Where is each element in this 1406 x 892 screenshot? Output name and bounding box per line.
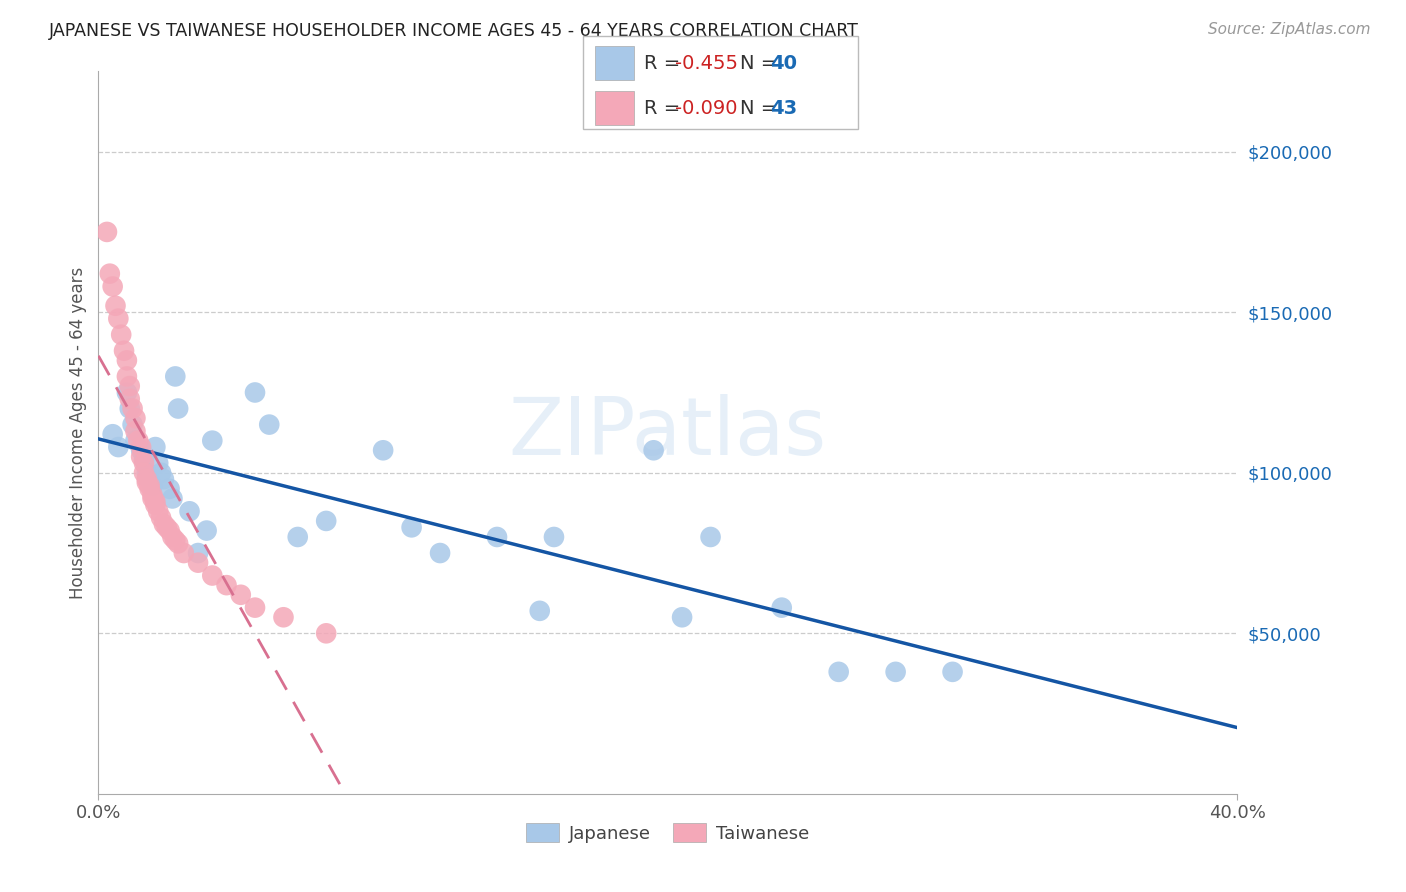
Point [121, 401, 143, 416]
Point [159, 482, 181, 496]
Point [118, 401, 141, 416]
Point [145, 440, 167, 454]
Point [118, 392, 141, 406]
Text: ZIPatlas: ZIPatlas [509, 393, 827, 472]
Point [165, 369, 187, 384]
Point [315, 514, 337, 528]
Point [115, 353, 138, 368]
Point [129, 440, 152, 454]
Point [129, 443, 152, 458]
Text: -0.090: -0.090 [675, 99, 737, 119]
Point [215, 578, 238, 592]
Point [429, 546, 451, 560]
Point [165, 533, 187, 548]
Point [315, 626, 337, 640]
Text: JAPANESE VS TAIWANESE HOUSEHOLDER INCOME AGES 45 - 64 YEARS CORRELATION CHART: JAPANESE VS TAIWANESE HOUSEHOLDER INCOME… [49, 22, 859, 40]
Point [115, 385, 138, 400]
Point [135, 466, 157, 480]
Point [153, 517, 176, 532]
Point [167, 401, 190, 416]
Text: 43: 43 [770, 99, 797, 119]
Point [162, 491, 184, 506]
Text: N =: N = [740, 99, 783, 119]
Text: R =: R = [644, 99, 686, 119]
Point [141, 488, 163, 502]
Point [98, 267, 121, 281]
Point [828, 665, 851, 679]
Point [643, 443, 665, 458]
Point [96, 225, 118, 239]
Point [132, 453, 155, 467]
Point [138, 482, 160, 496]
Point [243, 385, 266, 400]
Point [287, 530, 309, 544]
Point [145, 498, 167, 512]
Point [112, 343, 135, 358]
Point [162, 530, 184, 544]
Text: -0.455: -0.455 [675, 54, 738, 73]
Point [187, 556, 209, 570]
Point [243, 600, 266, 615]
Point [201, 568, 224, 582]
Point [156, 520, 179, 534]
Point [259, 417, 281, 432]
Point [159, 524, 181, 538]
Point [148, 456, 170, 470]
Legend: Japanese, Taiwanese: Japanese, Taiwanese [519, 816, 817, 850]
Point [127, 434, 149, 448]
Point [150, 510, 173, 524]
Point [173, 546, 195, 560]
Point [401, 520, 423, 534]
Point [273, 610, 295, 624]
Point [167, 536, 190, 550]
Point [107, 311, 129, 326]
Point [373, 443, 395, 458]
Point [884, 665, 907, 679]
Point [150, 466, 173, 480]
Point [153, 472, 176, 486]
Point [141, 478, 163, 492]
Point [671, 610, 693, 624]
Point [124, 434, 146, 448]
Point [699, 530, 721, 544]
Point [135, 472, 157, 486]
Point [118, 379, 141, 393]
Point [104, 299, 127, 313]
Point [141, 491, 163, 506]
Point [229, 588, 252, 602]
Point [138, 478, 160, 492]
Point [148, 504, 170, 518]
Point [543, 530, 565, 544]
Point [132, 466, 155, 480]
Y-axis label: Householder Income Ages 45 - 64 years: Householder Income Ages 45 - 64 years [69, 267, 87, 599]
Point [179, 504, 201, 518]
Text: R =: R = [644, 54, 686, 73]
Point [124, 424, 146, 438]
Point [770, 600, 793, 615]
Point [124, 411, 146, 425]
Point [486, 530, 509, 544]
Point [187, 546, 209, 560]
Text: 40: 40 [770, 54, 797, 73]
Point [195, 524, 218, 538]
Point [101, 279, 124, 293]
Point [145, 494, 167, 508]
Point [132, 456, 155, 470]
Point [529, 604, 551, 618]
Point [129, 450, 152, 464]
Point [115, 369, 138, 384]
Point [121, 417, 143, 432]
Point [107, 440, 129, 454]
Point [110, 327, 132, 342]
Point [201, 434, 224, 448]
Text: Source: ZipAtlas.com: Source: ZipAtlas.com [1208, 22, 1371, 37]
Point [942, 665, 965, 679]
Point [101, 427, 124, 442]
Point [135, 475, 157, 490]
Point [138, 472, 160, 486]
Text: N =: N = [740, 54, 783, 73]
